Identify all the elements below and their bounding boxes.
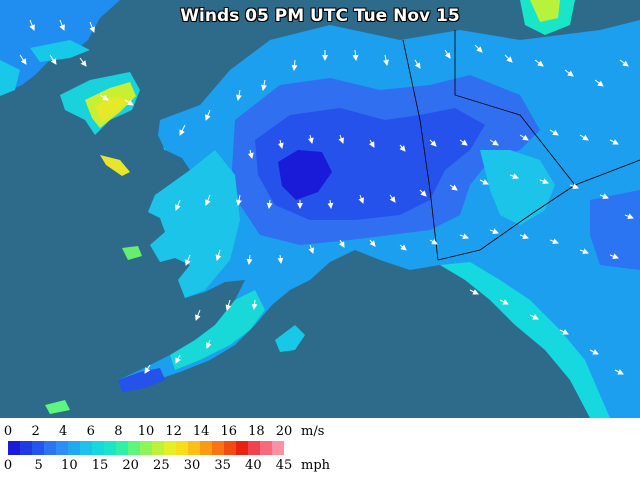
legend-ms-tick: 10 [137, 424, 155, 439]
legend-swatch [272, 441, 284, 455]
legend-ms-tick: 4 [59, 424, 68, 439]
legend-ms-tick: 0 [3, 424, 13, 439]
legend-mph-tick: 5 [34, 458, 43, 473]
legend-ms-tick: 8 [114, 424, 123, 439]
legend-swatch [128, 441, 140, 455]
legend-swatch [56, 441, 68, 455]
chukotka-west [0, 60, 20, 96]
legend-swatch [44, 441, 56, 455]
wind-map [0, 0, 640, 418]
legend-swatch [236, 441, 248, 455]
st-lawrence-yellow-core [95, 96, 128, 122]
wind-zone-north-yellow [530, 0, 560, 22]
legend-swatch [32, 441, 44, 455]
legend-mph-tick: 0 [3, 458, 13, 473]
border-canada [402, 39, 439, 261]
kodiak [275, 325, 305, 352]
legend-swatch [260, 441, 272, 455]
wind-zone-east-cyan [480, 150, 555, 225]
legend-swatch [248, 441, 260, 455]
legend-ms-tick: 16 [220, 424, 238, 439]
wind-arrows [19, 19, 634, 375]
legend-colorbar [8, 441, 284, 455]
legend-ms-tick: 14 [192, 424, 210, 439]
legend-mph-tick: 25 [153, 458, 170, 473]
legend-mph-unit: mph [301, 458, 331, 473]
legend-swatch [188, 441, 200, 455]
legend-swatch [8, 441, 20, 455]
legend-swatch [116, 441, 128, 455]
legend-ms-tick: 12 [165, 424, 182, 439]
island-green [122, 246, 142, 260]
aleutian-blue [118, 368, 165, 392]
legend-swatch [80, 441, 92, 455]
legend-swatch [20, 441, 32, 455]
legend-swatch [176, 441, 188, 455]
legend-swatch [200, 441, 212, 455]
legend-ms-tick: 20 [275, 424, 293, 439]
legend-ms-tick: 18 [248, 424, 265, 439]
southeast-cyan [440, 262, 610, 418]
legend-mph-tick: 35 [214, 458, 231, 473]
legend-swatch [212, 441, 224, 455]
peninsula-cyan [170, 290, 265, 370]
legend-swatch [92, 441, 104, 455]
legend-swatch [224, 441, 236, 455]
legend-mph-tick: 15 [91, 458, 109, 473]
legend-mph-tick: 20 [122, 458, 139, 473]
legend-mph-tick: 40 [245, 458, 262, 473]
map-title: Winds 05 PM UTC Tue Nov 15 [180, 6, 460, 26]
aleutian-green [45, 400, 70, 414]
legend-mph-tick: 45 [275, 458, 293, 473]
legend-ms-unit: m/s [301, 424, 325, 439]
legend-swatch [164, 441, 176, 455]
chukotka-cyan [30, 40, 90, 62]
border-bc [437, 184, 576, 261]
border-yukon [454, 30, 640, 186]
wind-zone-west-cyan [148, 150, 240, 298]
island-yellow [100, 155, 130, 176]
legend-swatch [68, 441, 80, 455]
wind-zone-east-blue [590, 190, 640, 270]
legend-mph-tick: 30 [183, 458, 201, 473]
legend-swatch [152, 441, 164, 455]
legend-ms-tick: 6 [86, 424, 95, 439]
legend-ms-tick: 2 [31, 424, 40, 439]
legend-swatch [140, 441, 152, 455]
legend-mph-tick: 10 [61, 458, 78, 473]
wind-zone-min [278, 150, 332, 200]
legend-swatch [104, 441, 116, 455]
